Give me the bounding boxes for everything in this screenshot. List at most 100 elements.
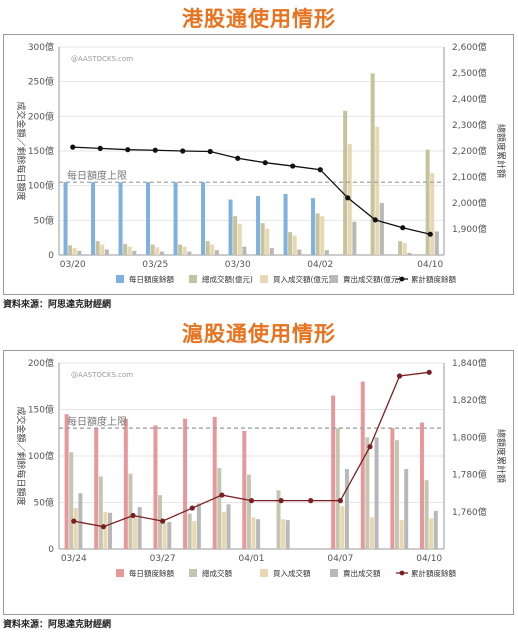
limit-label: 每日額度上限	[67, 415, 127, 428]
y-left-tick-label: 100億	[28, 450, 54, 462]
line-cumulative	[72, 146, 431, 235]
bar-sell	[242, 246, 247, 255]
y-right-tick-label: 2,000億	[452, 197, 487, 209]
bar-quota	[283, 193, 288, 255]
bar-total	[315, 213, 320, 255]
legend-label: 賣出成交額(億元)	[343, 274, 401, 284]
bar-total	[178, 244, 183, 255]
bar-sell	[434, 231, 439, 255]
bar-buy	[320, 216, 325, 255]
bar-total	[260, 223, 265, 255]
bar-buy	[430, 173, 435, 255]
bar-quota	[228, 199, 233, 255]
bar-buy	[369, 517, 374, 549]
line-point	[97, 145, 103, 151]
x-tick-label: 04/10	[416, 554, 442, 564]
line-point	[278, 498, 284, 504]
bar-quota	[183, 418, 188, 549]
line-point	[180, 148, 186, 154]
y-left-tick-label: 0	[48, 251, 54, 261]
legend-label: 買入成交額(億元)	[273, 274, 331, 284]
y-left-tick-label: 100億	[28, 180, 54, 192]
bar-total	[276, 490, 281, 549]
bar-quota	[91, 182, 96, 255]
bar-sell	[285, 520, 290, 549]
bar-sell	[214, 250, 219, 255]
legend-swatch-marker	[399, 570, 405, 576]
bar-total	[246, 474, 251, 549]
line-point	[189, 505, 195, 511]
legend-label: 每日額度餘額	[129, 274, 174, 284]
bar-buy	[103, 511, 108, 549]
legend-label: 總成交額(億元)	[202, 274, 253, 284]
bar-quota	[173, 182, 178, 255]
y-left-tick-label: 250億	[28, 76, 54, 88]
y-left-tick-label: 50億	[34, 214, 54, 226]
watermark: @AASTOCKS.com	[71, 55, 133, 63]
bar-quota	[242, 430, 247, 549]
bar-buy	[429, 518, 434, 549]
y-left-tick-label: 150億	[28, 404, 54, 416]
bar-sell	[159, 251, 164, 255]
chart-svg-hk: 0 50億 100億 150億 200億 250億 300億 1,900億 2,000億 2,10…	[15, 41, 507, 284]
bar-buy	[72, 248, 77, 255]
bar-sell	[104, 249, 109, 255]
bar-buy	[281, 519, 286, 549]
bar-quota	[146, 182, 151, 255]
bar-buy	[100, 244, 105, 255]
source-note-hk: 資料來源：阿思達克財經網	[3, 300, 112, 310]
y-left-tick-label: 50億	[34, 497, 54, 509]
y-right-tick-label: 1,840億	[452, 357, 487, 369]
line-point	[308, 498, 314, 504]
legend-label: 總成交額	[202, 568, 232, 578]
legend-swatch-quota	[116, 569, 124, 577]
y-right-tick-label: 2,200億	[452, 145, 487, 157]
y-left-tick-label: 300億	[28, 41, 54, 53]
source-note-sh: 資料來源：阿思達克財經網	[3, 620, 112, 630]
line-point	[219, 492, 225, 498]
bar-sell	[187, 251, 192, 255]
bar-sell	[132, 250, 137, 255]
x-tick-label: 03/20	[60, 260, 86, 270]
y-right-axis-title: 總額度累計額	[495, 429, 507, 483]
bar-total	[150, 244, 155, 255]
chart-panel-sh: 0 50億 100億 150億 200億 1,760億 1,780億 1,800億 1,820億…	[3, 350, 514, 615]
bar-buy	[399, 520, 404, 549]
y-left-tick-label: 200億	[28, 110, 54, 122]
y-right-tick-label: 2,100億	[452, 171, 487, 183]
bar-sell	[78, 493, 83, 549]
x-tick-label: 04/02	[307, 260, 333, 270]
line-point	[290, 163, 296, 169]
bar-total	[69, 452, 74, 549]
legend-swatch-buy	[260, 275, 268, 283]
legend-swatch-sell	[330, 569, 338, 577]
bar-buy	[375, 126, 380, 255]
bar-sell	[374, 437, 379, 549]
line-point	[262, 160, 268, 166]
y-left-tick-label: 0	[48, 545, 54, 555]
bar-buy	[340, 506, 345, 549]
line-point	[400, 225, 406, 231]
bar-sell	[167, 522, 172, 549]
line-point	[70, 144, 76, 150]
line-point	[426, 369, 432, 375]
y-right-tick-label: 2,400億	[452, 93, 487, 105]
bar-buy	[73, 508, 78, 549]
x-tick-label: 03/24	[61, 554, 87, 564]
bar-total	[424, 480, 429, 549]
bar-buy	[265, 228, 270, 255]
bar-total	[343, 110, 348, 255]
line-point	[396, 373, 403, 379]
bar-sell	[77, 250, 82, 255]
bar-quota	[311, 198, 316, 255]
bar-total	[394, 440, 399, 549]
bar-quota	[64, 414, 69, 549]
y-right-tick-label: 2,500億	[452, 67, 487, 79]
line-point	[372, 217, 378, 223]
x-tick-label: 04/01	[239, 554, 265, 564]
line-point	[71, 518, 77, 524]
x-tick-label: 03/27	[150, 554, 176, 564]
bar-total	[187, 513, 192, 549]
legend-label: 買入成交額	[273, 568, 311, 578]
y-right-tick-label: 1,780億	[452, 469, 487, 481]
